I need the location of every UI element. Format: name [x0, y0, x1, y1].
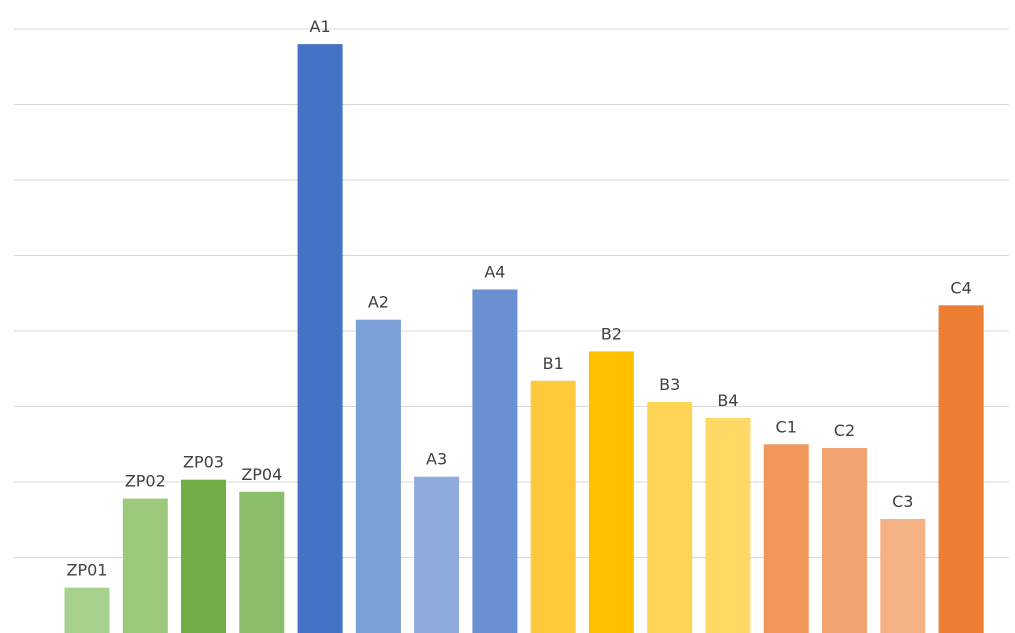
bar-label-b2: B2: [601, 324, 622, 343]
bar-label-b3: B3: [659, 375, 680, 394]
bar-a3: [414, 476, 460, 633]
bar-label-c1: C1: [776, 417, 797, 436]
bar-label-zp04: ZP04: [241, 465, 282, 484]
bar-label-zp01: ZP01: [67, 561, 108, 580]
bar-a1: [297, 44, 343, 633]
bar-labels: ZP01 ZP02 ZP03 ZP04 A1 A2 A3 A4 B1 B2 B3 B4 C1 C2 C3 C4: [67, 17, 972, 580]
bar-label-c2: C2: [834, 421, 855, 440]
bar-zp04: [239, 491, 285, 633]
bar-label-zp03: ZP03: [183, 453, 224, 472]
bar-zp02: [122, 498, 168, 633]
bar-label-a1: A1: [310, 17, 331, 36]
bar-zp01: [64, 587, 110, 633]
bar-a4: [472, 289, 518, 633]
bar-c2: [822, 448, 867, 633]
bar-label-c4: C4: [950, 278, 971, 297]
bar-label-a2: A2: [368, 293, 389, 312]
bar-c1: [763, 444, 809, 633]
bar-label-zp02: ZP02: [125, 472, 166, 491]
bar-c4: [938, 305, 984, 633]
bar-label-a3: A3: [426, 450, 447, 469]
bar-b3: [647, 402, 693, 633]
bar-b2: [588, 351, 634, 633]
bar-zp03: [181, 479, 226, 633]
bars: [64, 44, 984, 633]
bar-label-b4: B4: [717, 391, 738, 410]
bar-label-c3: C3: [892, 492, 913, 511]
bar-a2: [355, 319, 401, 633]
bar-b4: [705, 417, 751, 633]
bar-label-b1: B1: [543, 354, 564, 373]
bar-b1: [530, 380, 576, 633]
bar-c3: [880, 519, 926, 633]
bar-label-a4: A4: [484, 263, 505, 282]
